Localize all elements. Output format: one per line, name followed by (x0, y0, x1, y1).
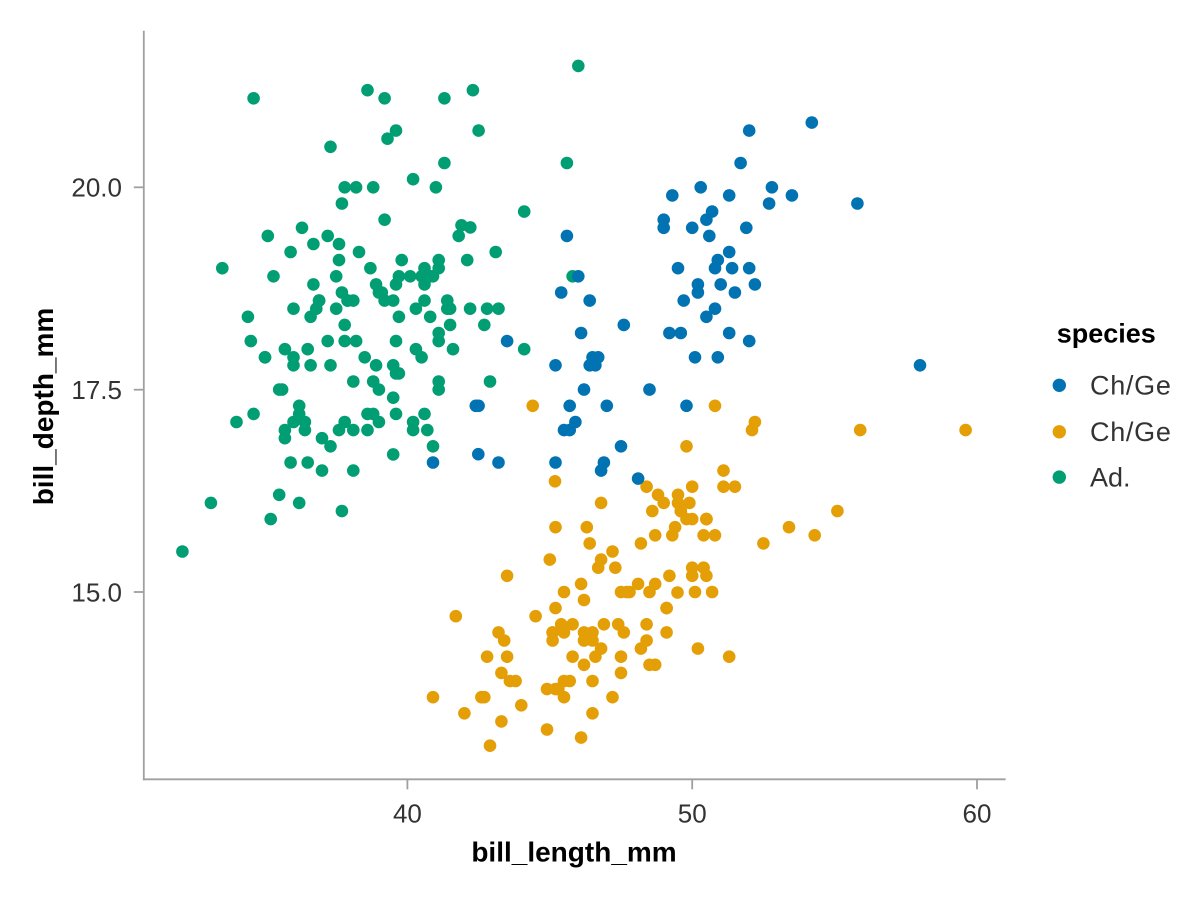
svg-text:17.5: 17.5 (71, 375, 122, 405)
svg-text:15.0: 15.0 (71, 577, 122, 607)
svg-text:Ch/Ge: Ch/Ge (1090, 371, 1172, 401)
svg-text:60: 60 (963, 798, 992, 828)
svg-text:Ad.: Ad. (1090, 462, 1131, 492)
svg-text:40: 40 (393, 798, 422, 828)
svg-text:50: 50 (678, 798, 707, 828)
svg-text:species: species (1057, 319, 1156, 349)
svg-text:Ch/Ge: Ch/Ge (1090, 417, 1172, 447)
svg-text:20.0: 20.0 (71, 173, 122, 203)
svg-text:bill_depth_mm: bill_depth_mm (28, 308, 59, 506)
svg-text:bill_length_mm: bill_length_mm (471, 837, 676, 868)
